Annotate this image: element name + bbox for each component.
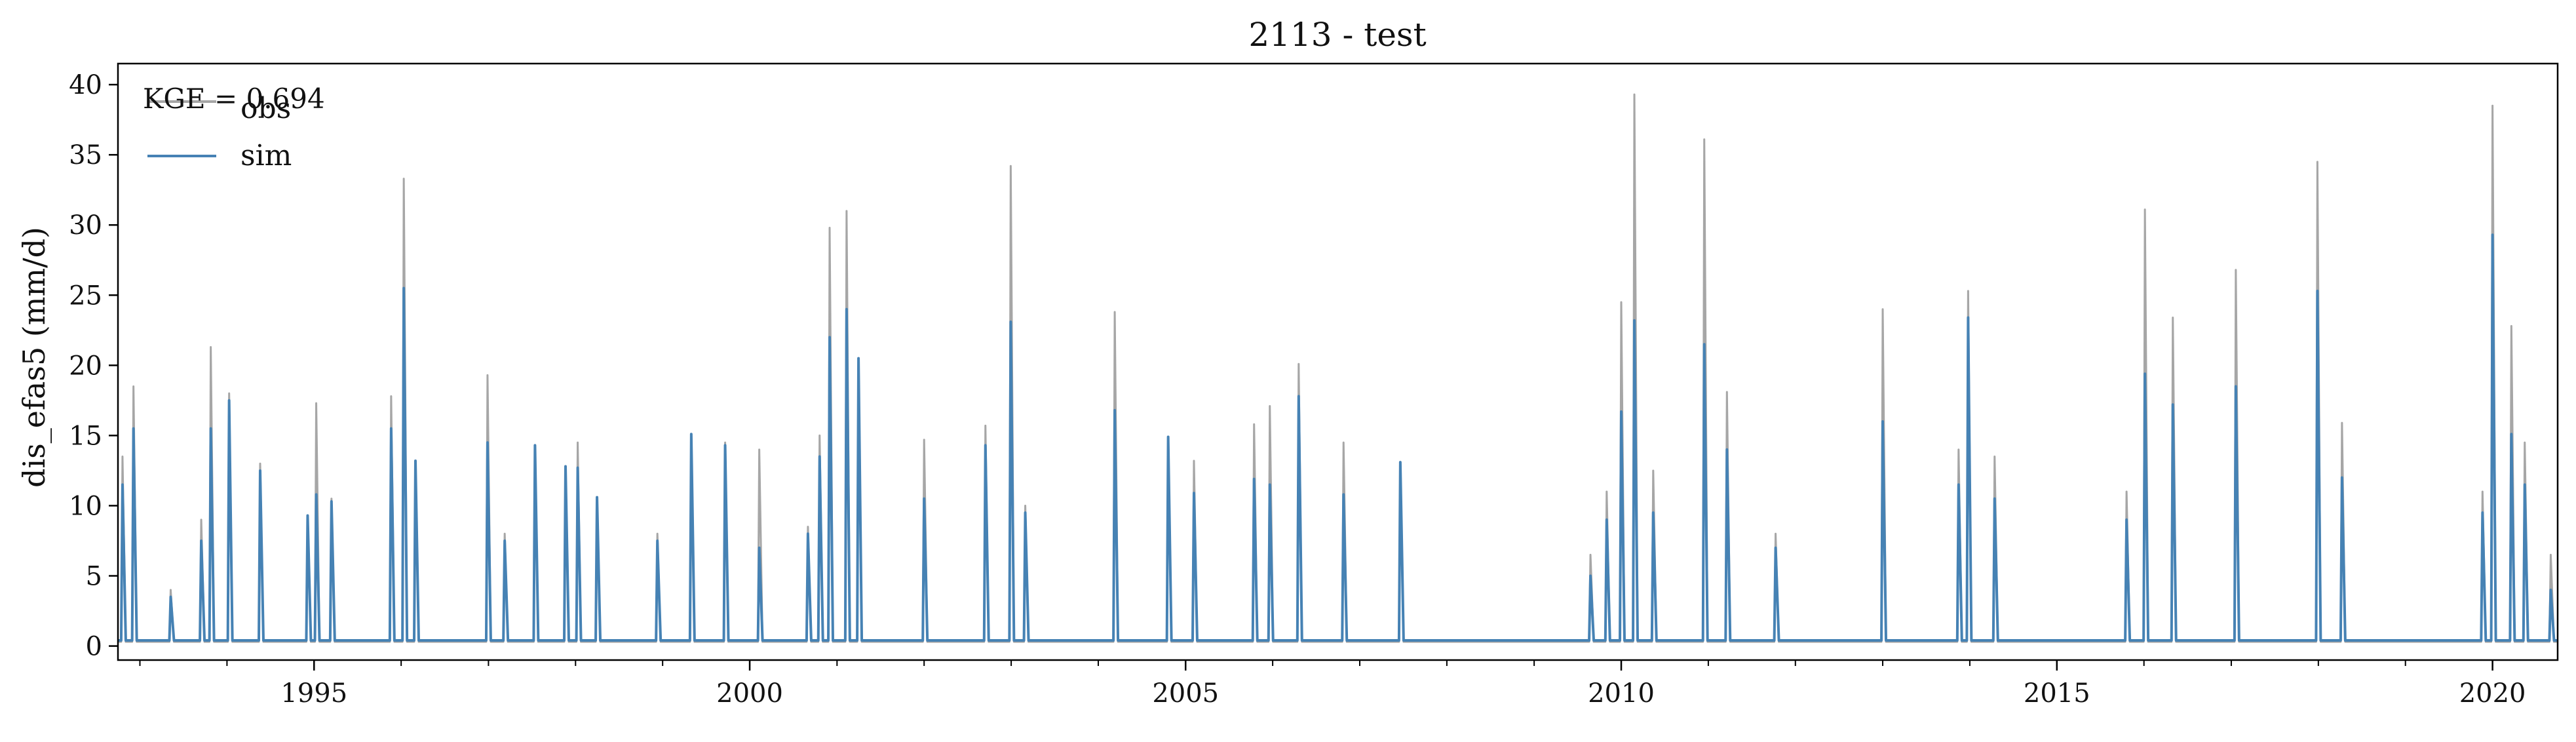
series-obs [118, 93, 2558, 643]
y-tick-label: 15 [69, 421, 102, 451]
x-tick-label: 2005 [1152, 678, 1219, 709]
x-axis: 1995 2000 2005 2010 2015 2020 [139, 660, 2526, 709]
x-tick-label: 1995 [280, 678, 347, 709]
x-tick-label: 2015 [2024, 678, 2090, 709]
series-line-sim [118, 233, 2558, 642]
legend-sim-label: sim [240, 139, 292, 172]
legend: obs sim [147, 92, 292, 172]
series-line-obs [118, 93, 2558, 643]
y-axis-label: dis_efas5 (mm/d) [16, 227, 52, 488]
y-axis: 0 5 10 15 20 25 30 35 40 [69, 70, 118, 662]
y-tick-label: 25 [69, 281, 102, 311]
legend-obs-label: obs [240, 92, 291, 125]
chart-title: 2113 - test [1248, 16, 1426, 54]
y-tick-label: 0 [86, 632, 102, 662]
x-tick-label: 2020 [2459, 678, 2526, 709]
y-tick-label: 20 [69, 351, 102, 381]
series-sim [118, 233, 2558, 642]
y-tick-label: 5 [86, 562, 102, 592]
y-tick-label: 35 [69, 140, 102, 170]
x-tick-label: 2000 [716, 678, 783, 709]
y-tick-label: 40 [69, 70, 102, 100]
kge-annotation: KGE = 0.694 [143, 83, 325, 115]
x-tick-label: 2010 [1588, 678, 1655, 709]
y-tick-label: 30 [69, 210, 102, 241]
y-tick-label: 10 [69, 491, 102, 521]
plot-frame [117, 62, 2559, 661]
